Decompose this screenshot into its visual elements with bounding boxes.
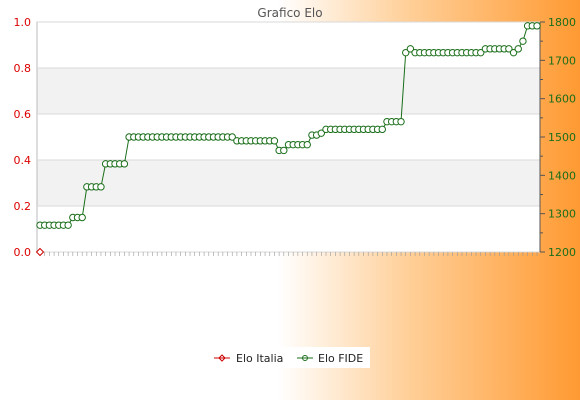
fide-point xyxy=(519,37,527,45)
fide-point xyxy=(509,48,518,57)
fide-point xyxy=(64,221,72,229)
fide-point xyxy=(228,133,236,141)
right-tick-label: 1600 xyxy=(548,93,576,106)
legend-fide-marker xyxy=(302,355,308,361)
series-elo-fide xyxy=(36,22,541,229)
left-tick-label: 1.0 xyxy=(14,16,32,29)
legend-italia-marker xyxy=(218,354,226,362)
fide-point xyxy=(378,125,386,134)
fide-point xyxy=(533,22,541,30)
right-tick-label: 1800 xyxy=(548,16,576,29)
series-elo-italia xyxy=(35,247,45,257)
left-tick-label: 0.6 xyxy=(14,108,32,121)
fide-point xyxy=(505,45,513,53)
legend: Elo Italia Elo FIDE xyxy=(210,347,370,368)
fide-point xyxy=(406,45,415,53)
left-tick-label: 0.4 xyxy=(14,154,32,167)
right-tick-label: 1700 xyxy=(548,54,576,67)
plot-area xyxy=(37,22,540,252)
fide-point xyxy=(303,140,311,149)
left-tick-label: 0.2 xyxy=(14,200,32,213)
left-y-axis: 0.0 0.2 0.4 0.6 0.8 1.0 xyxy=(14,16,32,259)
fide-point xyxy=(477,48,485,57)
left-tick-label: 0.0 xyxy=(14,246,32,259)
x-axis xyxy=(39,252,538,256)
right-tick-label: 1500 xyxy=(548,131,576,144)
italia-point xyxy=(35,247,45,257)
chart-title: Grafico Elo xyxy=(257,6,322,20)
legend-box xyxy=(210,347,370,368)
plot-background xyxy=(36,21,541,253)
fide-point xyxy=(317,129,326,137)
fide-point xyxy=(280,146,288,155)
fide-point xyxy=(120,160,129,168)
fide-point xyxy=(97,183,105,191)
fide-point xyxy=(270,137,279,145)
legend-italia-label: Elo Italia xyxy=(236,352,283,365)
right-tick-label: 1200 xyxy=(548,246,576,259)
fide-point xyxy=(397,117,405,126)
left-tick-label: 0.8 xyxy=(14,62,32,75)
grid-lines xyxy=(37,21,540,253)
fide-point xyxy=(402,48,410,57)
fide-point xyxy=(514,45,522,53)
right-y-axis: 1200 1300 1400 1500 1600 1700 1800 xyxy=(539,16,576,259)
grid-band xyxy=(37,160,540,206)
right-tick-label: 1400 xyxy=(548,169,576,182)
fide-point xyxy=(78,213,86,222)
grid-band xyxy=(37,68,540,114)
legend-fide-label: Elo FIDE xyxy=(318,352,363,365)
right-tick-label: 1300 xyxy=(548,208,576,221)
